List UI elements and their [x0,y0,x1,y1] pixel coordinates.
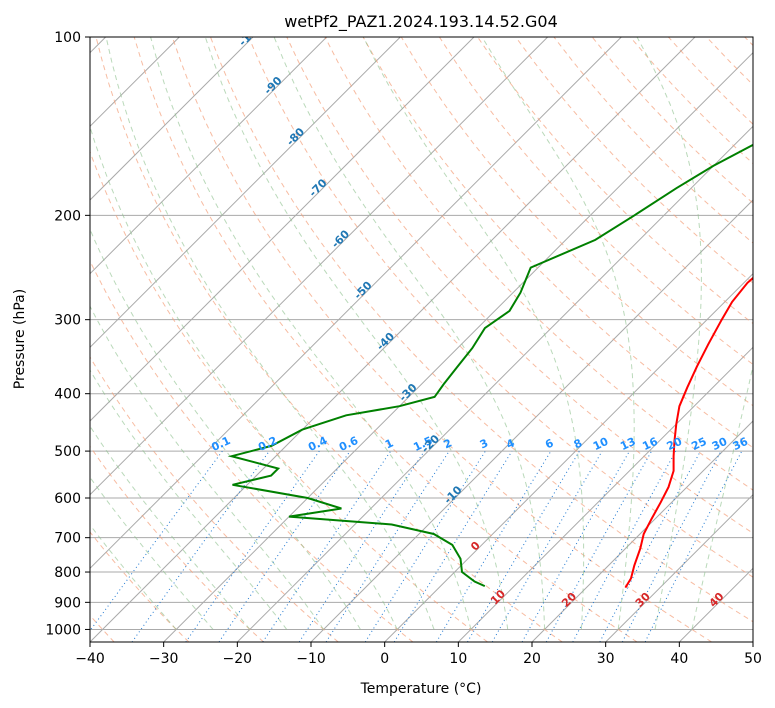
y-axis-label: Pressure (hPa) [12,289,28,389]
x-tick-label: 10 [449,651,467,667]
y-tick-label: 800 [54,565,81,581]
isotherm-gridline [531,420,753,642]
x-tick-label: −30 [149,651,179,667]
dry-adiabat [90,150,488,642]
moist-adiabat [90,125,398,630]
dry-adiabat [90,445,264,642]
mixing-ratio-label: 20 [665,435,685,453]
mixing-ratio-line [90,450,223,632]
isotherm-gridline [163,51,753,642]
x-axis-label: Temperature (°C) [360,681,482,697]
dry-adiabat [400,37,753,407]
x-tick-label: −10 [296,651,326,667]
isotherm-gridline [90,37,401,349]
moist-adiabat [691,363,753,630]
dry-adiabat [286,37,753,534]
x-tick-label: −20 [223,651,253,667]
moist-adiabat [481,37,635,630]
isotherm-gridline [90,37,696,642]
moist-adiabat [90,476,214,630]
x-tick-label: 40 [670,651,688,667]
dry-adiabat [210,37,753,623]
moist-adiabat [273,37,546,630]
moist-adiabat [90,369,288,630]
isotherm-gridline [457,346,753,642]
y-tick-label: 500 [54,444,81,460]
dry-adiabat [95,37,563,642]
x-tick-label: 50 [744,651,762,667]
x-axis: −40 −30 −20 −10 0 10 20 30 40 50 [75,642,762,667]
y-tick-label: 400 [54,387,81,403]
x-tick-label: 20 [523,651,541,667]
isotherm-gridline [384,272,753,642]
x-tick-label: −40 [75,651,105,667]
isotherm-gridline [605,493,753,642]
mixing-ratio-label: 10 [591,435,611,453]
isotherm-gridline [90,37,328,275]
isotherm-gridline [90,37,475,422]
isotherm-gridline [236,125,753,642]
moist-adiabat [105,37,435,630]
mixing-ratio-line [545,450,653,642]
moist-adiabat [90,524,177,630]
mixing-ratio-label: 16 [640,435,660,453]
y-tick-label: 200 [54,208,81,224]
mixing-ratio-line [325,450,450,642]
moist-adiabat [90,425,251,630]
y-tick-label: 700 [54,531,81,547]
temperature-profile [624,276,753,589]
dewpoint-profile [227,143,753,588]
chart-title: wetPf2_PAZ1.2024.193.14.52.G04 [284,12,558,32]
mixing-ratio-line [218,450,351,642]
moist-adiabat [362,37,585,630]
mixing-ratio-line [131,450,270,642]
x-tick-label: 30 [597,651,615,667]
isotherm-gridline [90,37,622,570]
dry-adiabat [171,37,712,642]
dry-adiabat-label: -100 [236,20,265,49]
dry-adiabat [90,531,190,642]
series-lines [227,143,753,589]
mixing-ratio-line [298,450,425,642]
mixing-ratio-label: 13 [618,435,637,453]
mixing-ratio-label: 36 [731,435,751,453]
mixing-ratio-label: 25 [689,435,708,453]
dry-adiabat [133,37,638,642]
moist-adiabat [204,37,509,630]
dry-adiabat [248,37,753,578]
dry-adiabat [90,356,339,642]
y-axis: 100 200 300 400 500 600 700 800 900 1000 [45,30,90,638]
x-tick-label: 0 [380,651,389,667]
moist-adiabat [90,228,361,630]
y-tick-label: 100 [54,30,81,46]
dry-adiabat [438,37,753,366]
y-tick-label: 1000 [45,622,81,638]
moist-adiabat [636,37,702,630]
plot-area: 0.10.20.40.611.52346810131620253036-100-… [90,20,753,642]
mixing-ratio-line [185,450,320,642]
mixing-ratio-line [262,450,392,642]
y-tick-label: 900 [54,595,81,611]
plot-frame [89,36,754,643]
isotherm-gridline [90,37,254,201]
y-tick-label: 600 [54,491,81,507]
mixing-ratio-label: 30 [710,435,730,453]
isotherm-gridline [90,37,549,496]
mixing-ratio-line [572,450,677,642]
y-tick-label: 300 [54,313,81,329]
